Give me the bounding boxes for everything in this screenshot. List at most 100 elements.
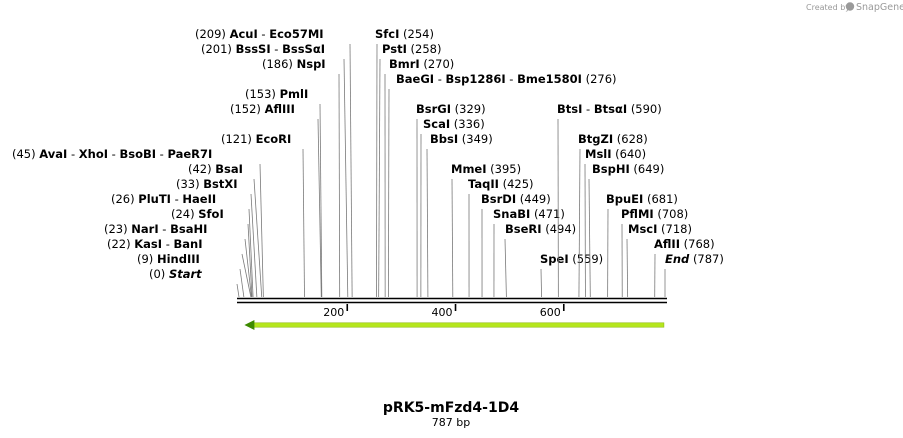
- site-label[interactable]: (153) PmlI: [245, 87, 308, 101]
- feature-arrow-body[interactable]: [252, 322, 665, 328]
- site-position: (768): [684, 237, 715, 251]
- site-nari[interactable]: (23) NarI - BsaHI: [104, 222, 252, 298]
- feature-layer: [244, 320, 665, 330]
- site-label[interactable]: (152) AflIII: [230, 102, 295, 116]
- enzyme-name: BsaI: [215, 162, 243, 176]
- enzyme-name: BtsI: [557, 102, 582, 116]
- site-kasi[interactable]: (22) KasI - BanI: [107, 237, 252, 298]
- site-bbsi[interactable]: BbsI (349): [426, 132, 493, 298]
- site-label[interactable]: MscI (718): [628, 222, 692, 236]
- site-connector: [588, 178, 591, 298]
- site-position: (121): [221, 132, 252, 146]
- enzyme-name: BseRI: [505, 222, 542, 236]
- site-snabi[interactable]: SnaBI (471): [493, 207, 565, 298]
- site-label[interactable]: AflII (768): [654, 237, 715, 251]
- site-bmri[interactable]: BmrI (270): [384, 57, 454, 298]
- site-connector: [338, 73, 341, 298]
- site-bseri[interactable]: BseRI (494): [504, 222, 576, 298]
- site-label[interactable]: (9) HindIII: [137, 252, 200, 266]
- site-aflii[interactable]: AflII (768): [654, 237, 715, 298]
- site-label[interactable]: BspHI (649): [592, 162, 664, 176]
- site-acui[interactable]: (209) AcuI - Eco57MI: [195, 27, 353, 298]
- site-psti[interactable]: PstI (258): [378, 42, 442, 298]
- site-label[interactable]: BmrI (270): [389, 57, 454, 71]
- site-label[interactable]: TaqII (425): [468, 177, 534, 191]
- site-position: (42): [188, 162, 212, 176]
- tick-label-600: 600: [540, 306, 561, 319]
- site-label[interactable]: (24) SfoI: [171, 207, 224, 221]
- enzyme-name: NspI: [297, 57, 326, 71]
- site-end[interactable]: End (787): [664, 252, 724, 297]
- site-sfoi[interactable]: (24) SfoI: [171, 207, 253, 298]
- site-pluti[interactable]: (26) PluTI - HaeII: [111, 192, 254, 298]
- site-taqii[interactable]: TaqII (425): [468, 177, 534, 298]
- site-mmei[interactable]: MmeI (395): [451, 162, 521, 298]
- site-label[interactable]: End (787): [665, 252, 724, 266]
- site-label[interactable]: SnaBI (471): [493, 207, 565, 221]
- site-label[interactable]: BseRI (494): [505, 222, 576, 236]
- site-label[interactable]: (22) KasI - BanI: [107, 237, 203, 251]
- site-msli[interactable]: MslI (640): [584, 147, 646, 298]
- site-label[interactable]: MslI (640): [585, 147, 646, 161]
- site-bsphi[interactable]: BspHI (649): [588, 162, 664, 298]
- site-start[interactable]: (0) Start: [149, 267, 240, 298]
- site-bstxi[interactable]: (33) BstXI: [176, 177, 258, 298]
- site-label[interactable]: ScaI (336): [423, 117, 485, 131]
- enzyme-name: HindIII: [157, 252, 200, 266]
- site-bsrgi[interactable]: BsrGI (329): [416, 102, 486, 298]
- restriction-sites[interactable]: (0) Start(9) HindIII(22) KasI - BanI(23)…: [12, 27, 724, 298]
- site-ecori[interactable]: (121) EcoRI: [221, 132, 305, 298]
- site-baegi[interactable]: BaeGI - Bsp1286I - Bme1580I (276): [387, 72, 617, 298]
- site-avai[interactable]: (45) AvaI - XhoI - BsoBI - PaeR7I: [12, 147, 264, 298]
- site-pmli[interactable]: (153) PmlI: [245, 87, 323, 298]
- tick-label-200: 200: [323, 306, 344, 319]
- site-label[interactable]: (186) NspI: [262, 57, 326, 71]
- site-connector: [236, 283, 240, 298]
- site-hindiii[interactable]: (9) HindIII: [137, 252, 245, 298]
- site-label[interactable]: (0) Start: [149, 267, 202, 281]
- site-label[interactable]: BbsI (349): [430, 132, 493, 146]
- site-connector: [319, 103, 323, 298]
- site-connector: [387, 88, 390, 298]
- site-btsi[interactable]: BtsI - BtsαI (590): [557, 102, 662, 298]
- enzyme-name: Eco57MI: [269, 27, 323, 41]
- site-pflmi[interactable]: PflMI (708): [621, 207, 688, 298]
- ruler-ticks: 200 400 600: [323, 304, 565, 319]
- site-label[interactable]: (45) AvaI - XhoI - BsoBI - PaeR7I: [12, 147, 212, 161]
- feature-arrow-head[interactable]: [244, 320, 255, 330]
- site-position: (186): [262, 57, 293, 71]
- site-bsssi[interactable]: (201) BssSI - BssSαI: [201, 42, 349, 298]
- enzyme-name: MmeI: [451, 162, 487, 176]
- site-label[interactable]: BtgZI (628): [578, 132, 648, 146]
- site-label[interactable]: SpeI (559): [540, 252, 603, 266]
- site-label[interactable]: (23) NarI - BsaHI: [104, 222, 207, 236]
- site-btgzi[interactable]: BtgZI (628): [578, 132, 648, 298]
- site-scai[interactable]: ScaI (336): [420, 117, 485, 298]
- site-label[interactable]: (42) BsaI: [188, 162, 243, 176]
- site-msci[interactable]: MscI (718): [626, 222, 692, 298]
- site-label[interactable]: PstI (258): [382, 42, 441, 56]
- site-label[interactable]: MmeI (395): [451, 162, 521, 176]
- site-label[interactable]: PflMI (708): [621, 207, 688, 221]
- site-bsrdi[interactable]: BsrDI (449): [481, 192, 551, 298]
- site-sfci[interactable]: SfcI (254): [375, 27, 434, 298]
- enzyme-name: AflII: [654, 237, 680, 251]
- site-position: (471): [534, 207, 565, 221]
- site-nspi[interactable]: (186) NspI: [262, 57, 341, 298]
- site-afliii[interactable]: (152) AflIII: [230, 102, 322, 298]
- site-position: (494): [545, 222, 576, 236]
- site-label[interactable]: BsrDI (449): [481, 192, 551, 206]
- site-label[interactable]: (121) EcoRI: [221, 132, 291, 146]
- site-bpuei[interactable]: BpuEI (681): [606, 192, 678, 298]
- site-spei[interactable]: SpeI (559): [540, 252, 603, 298]
- site-label[interactable]: (33) BstXI: [176, 177, 238, 191]
- site-label[interactable]: (26) PluTI - HaeII: [111, 192, 216, 206]
- site-label[interactable]: BaeGI - Bsp1286I - Bme1580I (276): [396, 72, 617, 86]
- site-label[interactable]: (209) AcuI - Eco57MI: [195, 27, 324, 41]
- site-label[interactable]: SfcI (254): [375, 27, 434, 41]
- site-bsai[interactable]: (42) BsaI: [188, 162, 263, 298]
- site-label[interactable]: BpuEI (681): [606, 192, 678, 206]
- site-label[interactable]: (201) BssSI - BssSαI: [201, 42, 325, 56]
- site-label[interactable]: BtsI - BtsαI (590): [557, 102, 662, 116]
- site-label[interactable]: BsrGI (329): [416, 102, 486, 116]
